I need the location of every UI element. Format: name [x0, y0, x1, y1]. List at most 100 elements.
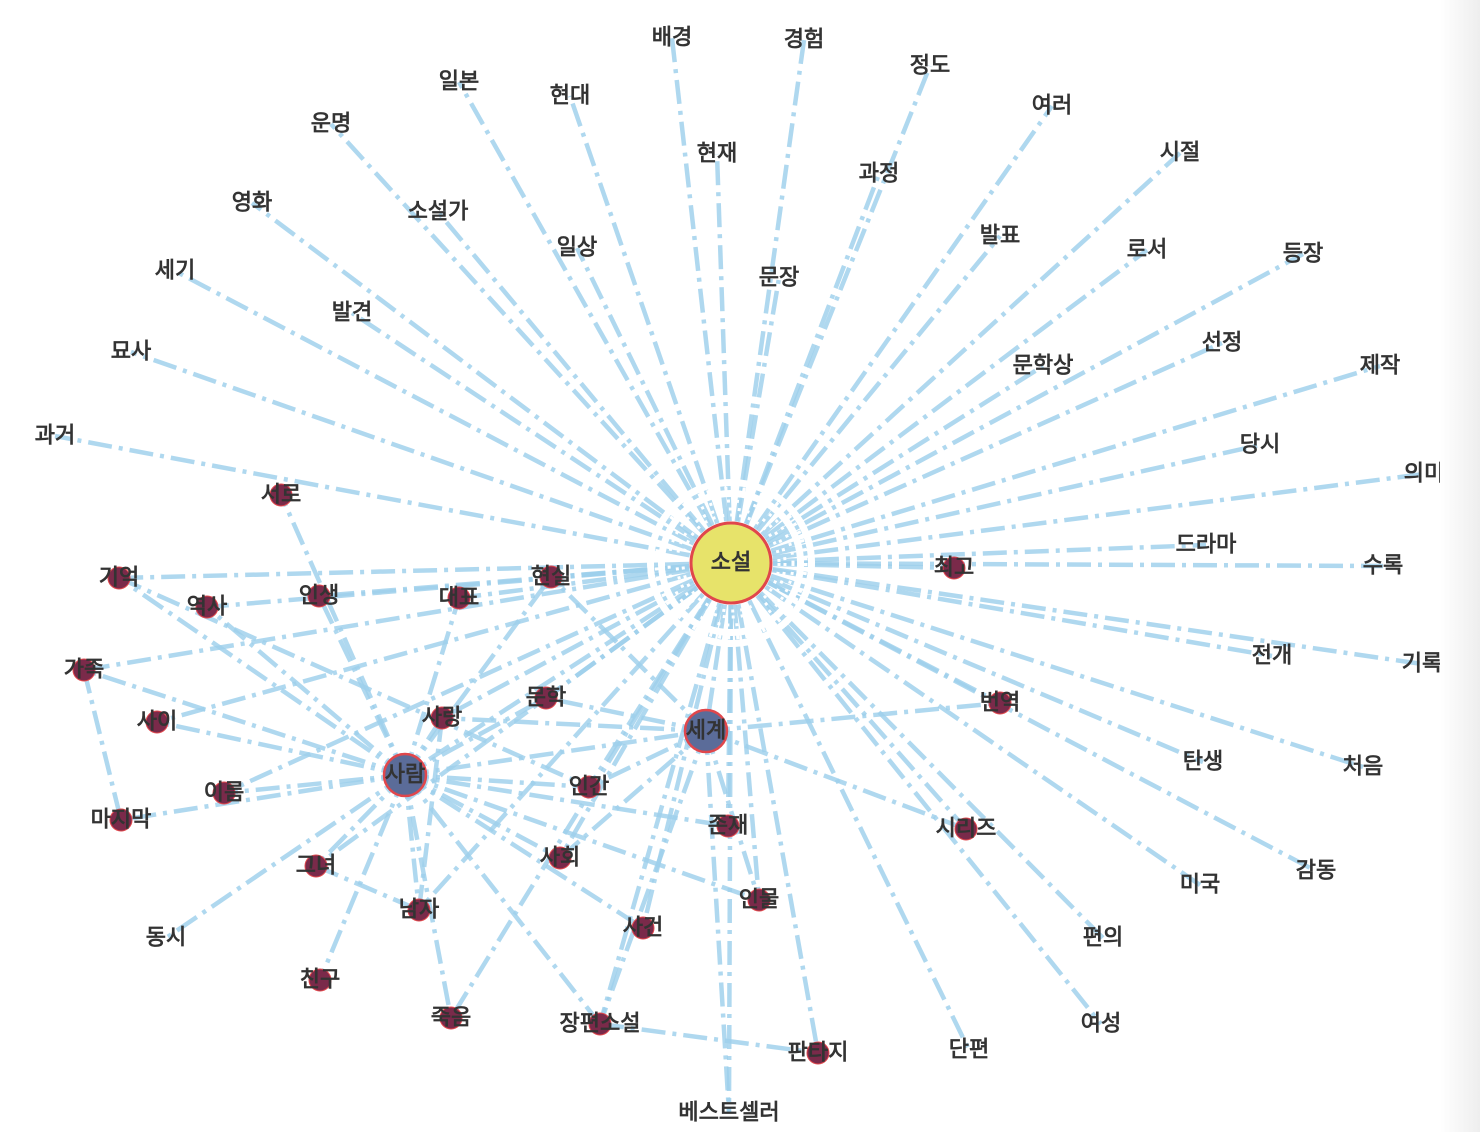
- node-label-ed9884ec9eac: 현재: [697, 142, 737, 167]
- node-label-eab7b8eb8580: 그녀: [296, 854, 336, 879]
- node-label-eb8bb9ec8b9c: 당시: [1240, 433, 1280, 458]
- edge-ec868cec84a4-ecb298ec9d8c: [730, 560, 1364, 770]
- node-ebacb8ed9599[interactable]: [534, 686, 558, 710]
- node-ec9db8ec839d[interactable]: [307, 584, 331, 608]
- edge-ec82aceb9e8c-ec97adec82ac: [205, 605, 407, 777]
- node-ec82aced9a8c[interactable]: [548, 846, 572, 870]
- node-eab7b8eb8580[interactable]: [304, 854, 328, 878]
- edge-ec82aceb9e8c-eca3bdec9d8c: [402, 774, 454, 1019]
- node-label-ec8b9ceba6aceca688: 시리즈: [936, 817, 997, 842]
- edge-ec868cec84a4-ec97aceb9fac: [729, 104, 1054, 565]
- edge-ec82aceb9e8c-eab080eca1b1: [83, 667, 406, 778]
- edge-ec868cec84a4-eab7b8eb8580: [314, 561, 733, 868]
- edge-ec82aceb9e8c-ec82aceab1b4: [403, 773, 645, 930]
- edge-ec82aceb9e8c-ec84b8eab384: [404, 728, 707, 778]
- edge-ec868cec84a4-ec9dbcec8381: [574, 247, 734, 564]
- edge-ec868cec84a4-ec97acec84b1: [729, 561, 1103, 1026]
- edge-ec868cec84a4-ec9db8ebacbc: [728, 562, 762, 901]
- node-ec9ea5ed8eb8ec868cec84a4[interactable]: [588, 1012, 612, 1036]
- node-label-ebac98ec82ac: 묘사: [111, 340, 152, 365]
- node-label-eba19cec849c: 로서: [1127, 238, 1167, 263]
- node-label-ec9ab4ebaa85: 운명: [311, 112, 351, 137]
- node-label-ed8384ec839d: 탄생: [1183, 750, 1223, 775]
- node-eca1b4ec9eac[interactable]: [716, 814, 740, 838]
- node-eb8c80ed919c[interactable]: [447, 586, 471, 610]
- node-label-ed9884ec8ba4: 현실: [531, 565, 571, 590]
- edge-ec868cec84a4-eab2bded9798: [728, 39, 807, 564]
- node-ec82aceb9e8c[interactable]: [382, 752, 428, 798]
- edge-ec868cec84a4-eb8bb9ec8b9c: [730, 442, 1261, 566]
- node-eab8b0ec96b5[interactable]: [107, 566, 131, 590]
- node-label-ec9db8ebacbc: 인물: [739, 888, 779, 913]
- node-ec868cec84a4[interactable]: [689, 521, 773, 605]
- node-ec9db4eba684[interactable]: [212, 781, 236, 805]
- edge-ec868cec84a4-ec9881ed9994: [250, 201, 733, 565]
- scrollbar-track[interactable]: [1440, 0, 1480, 1132]
- node-ec82aceab1b4[interactable]: [631, 916, 655, 940]
- node-label-ec9881ed9994: 영화: [232, 191, 272, 216]
- node-ec82aceb9e91[interactable]: [430, 706, 454, 730]
- node-layer: [72, 483, 1012, 1065]
- node-label-ec97adec82ac: 역사: [187, 595, 228, 620]
- hub-halo-ring: [681, 513, 781, 613]
- node-label-ebb09ced919c: 발표: [980, 224, 1020, 249]
- edge-ec868cec84a4-ebac98ec82ac: [130, 349, 732, 566]
- edge-ec868cec84a4-eca084eab09c: [730, 560, 1273, 659]
- node-label-ec82aceb9e91: 사랑: [422, 706, 462, 731]
- edge-ec868cec84a4-eca09cec9e91: [730, 363, 1381, 566]
- edge-ec868cec84a4-ec8898eba19d: [730, 560, 1384, 569]
- node-eba788eca780eba789[interactable]: [109, 808, 133, 832]
- node-ed8c90ed8380eca780[interactable]: [806, 1041, 830, 1065]
- node-ec84b8eab384[interactable]: [683, 708, 729, 754]
- node-ecb99ceab5ac[interactable]: [308, 968, 332, 992]
- edge-ec868cec84a4-ec97adec82ac: [206, 560, 732, 610]
- node-eca3bdec9d8c[interactable]: [439, 1006, 463, 1030]
- node-label-ec9ea5ed8eb8ec868cec84a4: 장편소설: [560, 1012, 641, 1037]
- node-label-eab080eca1b1: 가족: [64, 658, 104, 683]
- edge-ec82aceb9e8c-eba788eca780eba789: [120, 772, 406, 823]
- node-label-eb8c80ed919c: 대표: [439, 586, 479, 611]
- edge-ec868cec84a4-ebafb8eab5ad: [729, 561, 1202, 887]
- node-label-eab8b0eba19d: 기록: [1402, 652, 1440, 677]
- node-label-ebb09ceab2ac: 발견: [332, 301, 372, 326]
- edge-ec82aceb9e8c-ec82acec9db4: [156, 719, 406, 778]
- node-label-eca084eab09c: 전개: [1252, 644, 1292, 669]
- node-ec97adec82ac[interactable]: [195, 595, 219, 619]
- edge-ec84b8eab384-ebb288ec97ad: [705, 700, 1001, 734]
- edge-ec868cec84a4-ec9dbcebb3b8: [457, 80, 733, 565]
- node-ebb288ec97ad[interactable]: [988, 691, 1012, 715]
- edge-ec868cec84a4-ed8eb8ec9d98: [729, 561, 1105, 940]
- node-ec9db8ebacbc[interactable]: [747, 888, 771, 912]
- edge-ec868cec84a4-ec82aceb9e91: [440, 561, 733, 720]
- edge-ec84b8eab384-ebb2a0ec8aa4ed8ab8ec8580eb9fac: [703, 730, 732, 1114]
- node-ec849ceba19c[interactable]: [269, 483, 293, 507]
- node-label-ec9db8ec839d: 인생: [299, 584, 339, 609]
- node-label-ec8898eba19d: 수록: [1363, 554, 1403, 579]
- edge-ec868cec84a4-ec84b8eab384: [703, 562, 734, 732]
- node-ec82acec9db4[interactable]: [145, 710, 169, 734]
- edge-ec868cec84a4-ec9ea5ed8eb8ec868cec84a4: [597, 562, 734, 1025]
- edge-ec84b8eab384-ebacb8ed9599: [545, 695, 707, 734]
- node-ec8b9ceba6aceca688[interactable]: [954, 817, 978, 841]
- node-label-eca3bdec9d8c: 죽음: [431, 1006, 471, 1031]
- node-label-ec84b8eab8b0: 세기: [155, 259, 195, 284]
- hub-halo-ring: [654, 486, 808, 640]
- node-label-ec97aceb9fac: 여러: [1032, 94, 1072, 119]
- edge-ec868cec84a4-ebb09ceab2ac: [350, 311, 733, 565]
- edge-ec868cec84a4-ebb09ced919c: [729, 234, 1002, 565]
- node-ec9db8eab084[interactable]: [577, 775, 601, 799]
- node-label-eab2bded9798: 경험: [784, 27, 824, 53]
- node-eab080eca1b1[interactable]: [72, 658, 96, 682]
- edge-ec868cec84a4-eab8b0ec96b5: [118, 560, 732, 581]
- node-ecb59ceab3a0[interactable]: [942, 556, 966, 580]
- node-label-ec9db4eba684: 이름: [204, 781, 244, 806]
- node-label-ec9dbcebb3b8: 일본: [439, 70, 479, 95]
- node-eb82a8ec9e90[interactable]: [407, 898, 431, 922]
- node-ed9884ec8ba4[interactable]: [539, 565, 563, 589]
- edge-ec868cec84a4-ec8b9ceca088: [729, 151, 1182, 565]
- node-label-ebb0b0eab2bd: 배경: [652, 26, 692, 51]
- node-label-eab8b0ec96b5: 기억: [99, 566, 139, 591]
- node-label-ec82aceb9e8c: 사람: [385, 763, 425, 788]
